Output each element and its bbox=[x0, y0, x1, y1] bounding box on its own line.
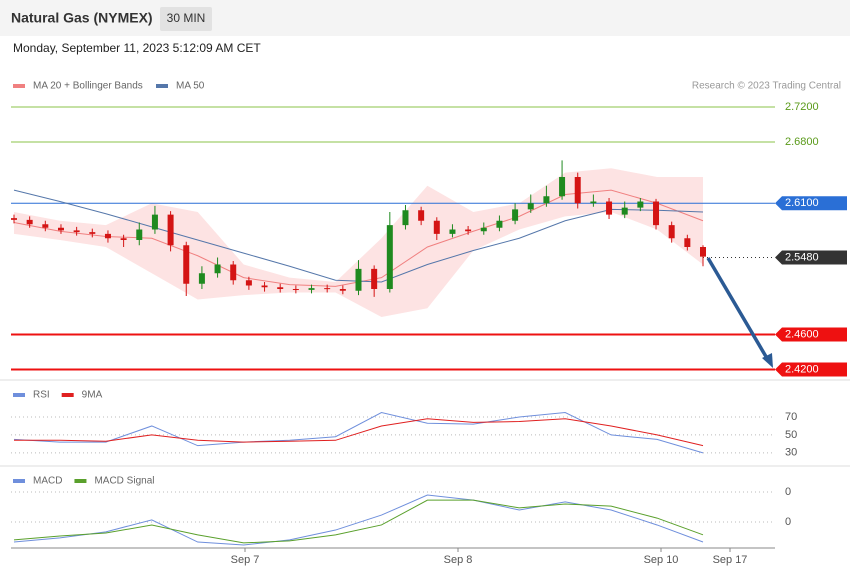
candle-body bbox=[590, 201, 597, 204]
legend-label: MACD Signal bbox=[94, 476, 154, 487]
timeframe-button[interactable] bbox=[160, 7, 212, 31]
x-tick-label: Sep 10 bbox=[644, 554, 679, 566]
candle-body bbox=[277, 287, 284, 289]
level-badge bbox=[775, 327, 847, 342]
candle-body bbox=[308, 288, 315, 290]
y-tick-label: 50 bbox=[785, 429, 797, 441]
instrument: Natural Gas (NYMEX) bbox=[11, 10, 153, 26]
y-tick-label: 70 bbox=[785, 411, 797, 423]
candle-body bbox=[73, 230, 80, 233]
level-label: 2.6100 bbox=[785, 197, 819, 209]
level-badge bbox=[775, 196, 847, 211]
candle-body bbox=[543, 196, 550, 204]
forecast-arrowhead bbox=[762, 353, 773, 368]
legend-label: MACD bbox=[33, 476, 62, 487]
candle-body bbox=[42, 224, 49, 228]
indicator-line bbox=[13, 494, 704, 546]
candle-body bbox=[26, 219, 33, 225]
candle-body bbox=[418, 210, 425, 221]
candle-body bbox=[653, 201, 660, 226]
candle-body bbox=[324, 288, 331, 290]
candle-body bbox=[433, 220, 440, 234]
candle-body bbox=[57, 227, 64, 231]
timeframe[interactable]: 30 MIN bbox=[167, 11, 206, 25]
candle-body bbox=[402, 210, 409, 226]
x-tick-label: Sep 7 bbox=[231, 554, 260, 566]
level-label: 2.5480 bbox=[785, 251, 819, 263]
candle-body bbox=[496, 220, 503, 228]
candle-body bbox=[449, 229, 456, 234]
level-label: 2.7200 bbox=[785, 101, 819, 113]
forecast-arrow bbox=[706, 257, 770, 361]
credit: Research © 2023 Trading Central bbox=[692, 81, 841, 92]
candle-body bbox=[480, 227, 487, 232]
candle-body bbox=[104, 233, 111, 239]
legend-swatch bbox=[156, 84, 168, 88]
candle-body bbox=[261, 285, 268, 288]
legend-swatch bbox=[13, 393, 25, 397]
legend-swatch bbox=[74, 479, 87, 483]
candle-body bbox=[606, 201, 613, 215]
candle-body bbox=[465, 229, 472, 232]
timestamp: Monday, September 11, 2023 5:12:09 AM CE… bbox=[13, 41, 261, 55]
y-tick-label: 30 bbox=[785, 447, 797, 459]
candle-body bbox=[559, 177, 566, 197]
legend-label: RSI bbox=[33, 390, 50, 401]
level-badge bbox=[775, 250, 847, 265]
candle-body bbox=[371, 268, 378, 289]
indicator-line bbox=[13, 412, 704, 454]
candle-body bbox=[292, 289, 299, 290]
candle-body bbox=[386, 225, 393, 289]
candle-body bbox=[11, 218, 17, 220]
legend-label: 9MA bbox=[82, 390, 103, 401]
candle-body bbox=[668, 225, 675, 239]
indicator-line bbox=[14, 418, 704, 447]
candle-body bbox=[245, 280, 252, 286]
candle-body bbox=[339, 289, 346, 291]
level-label: 2.6800 bbox=[785, 136, 819, 148]
candle-body bbox=[136, 229, 143, 240]
indicator-line bbox=[13, 499, 704, 544]
legend-swatch bbox=[13, 84, 25, 88]
x-tick-label: Sep 8 bbox=[444, 554, 473, 566]
candle-body bbox=[512, 209, 519, 221]
candle-body bbox=[574, 177, 581, 204]
candle-body bbox=[214, 264, 221, 274]
candle-body bbox=[167, 214, 174, 246]
candle-body bbox=[527, 203, 534, 210]
level-label: 2.4200 bbox=[785, 363, 819, 375]
candle-body bbox=[637, 201, 644, 208]
legend-label: MA 50 bbox=[176, 81, 205, 92]
candle-body bbox=[355, 268, 362, 291]
candle-body bbox=[621, 207, 628, 215]
candle-body bbox=[89, 232, 96, 234]
candle-body bbox=[684, 238, 691, 247]
header-bar bbox=[0, 0, 850, 36]
candle-body bbox=[198, 273, 205, 284]
legend-swatch bbox=[13, 479, 25, 483]
candle-body bbox=[120, 238, 127, 240]
y-tick-label: 0 bbox=[785, 486, 791, 498]
y-tick-label: 0 bbox=[785, 516, 791, 528]
candle-body bbox=[151, 214, 158, 230]
candle-body bbox=[700, 247, 706, 257]
legend-label: MA 20 + Bollinger Bands bbox=[33, 81, 143, 92]
candle-body bbox=[230, 264, 237, 281]
legend-swatch bbox=[61, 393, 74, 397]
level-label: 2.4600 bbox=[785, 328, 819, 340]
candle-body bbox=[183, 245, 190, 284]
x-tick-label: Sep 17 bbox=[713, 554, 748, 566]
level-badge bbox=[775, 362, 847, 377]
